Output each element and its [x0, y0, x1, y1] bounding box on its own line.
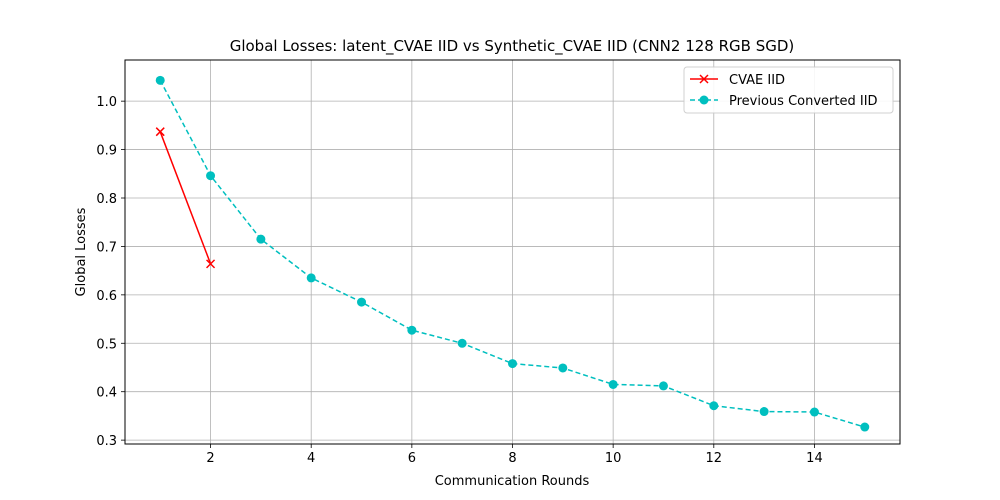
y-tick-label: 0.4	[96, 386, 117, 401]
grid	[125, 60, 900, 444]
x-tick-label: 12	[706, 451, 723, 466]
legend-marker-circle	[699, 95, 709, 105]
y-axis-label: Global Losses	[74, 207, 89, 296]
data-point-cvae-iid	[206, 259, 216, 269]
series-line-cvae-iid	[159, 131, 212, 265]
x-axis-label: Communication Rounds	[435, 474, 590, 489]
y-tick-label: 0.3	[96, 434, 117, 449]
x-tick-label: 14	[806, 451, 823, 466]
data-point-previous-converted-iid	[860, 422, 870, 432]
x-tick-label: 10	[605, 451, 622, 466]
legend-marker-x	[699, 74, 709, 84]
data-point-previous-converted-iid	[306, 273, 316, 283]
data-point-previous-converted-iid	[457, 338, 467, 348]
y-tick-label: 0.5	[96, 337, 117, 352]
legend: CVAE IID Previous Converted IID	[683, 66, 894, 114]
ticks: 2 4 6 8 10 12 14 0.3 0.4 0.5 0.6 0.7 0.8 0.9 1.0	[96, 95, 822, 466]
legend-label-cvae-iid: CVAE IID	[729, 73, 785, 88]
y-tick-label: 0.9	[96, 144, 117, 159]
data-point-previous-converted-iid	[357, 297, 367, 307]
chart-title: Global Losses: latent_CVAE IID vs Synthe…	[230, 37, 795, 56]
x-tick-label: 6	[408, 451, 416, 466]
y-tick-label: 1.0	[96, 95, 117, 110]
data-point-previous-converted-iid	[809, 407, 819, 417]
series-layer	[155, 75, 870, 432]
legend-label-previous-converted-iid: Previous Converted IID	[729, 94, 878, 109]
data-point-previous-converted-iid	[759, 407, 769, 417]
data-point-cvae-iid	[155, 127, 165, 137]
data-point-previous-converted-iid	[155, 75, 165, 85]
data-point-previous-converted-iid	[709, 401, 719, 411]
data-point-previous-converted-iid	[608, 379, 618, 389]
data-point-previous-converted-iid	[206, 171, 216, 181]
y-tick-label: 0.8	[96, 192, 117, 207]
legend-box	[683, 66, 894, 114]
x-tick-label: 8	[508, 451, 516, 466]
data-point-previous-converted-iid	[508, 359, 517, 369]
data-point-previous-converted-iid	[658, 381, 668, 391]
x-tick-label: 2	[206, 451, 214, 466]
data-point-previous-converted-iid	[558, 363, 568, 373]
y-tick-label: 0.6	[96, 289, 117, 304]
data-point-previous-converted-iid	[256, 234, 266, 244]
data-point-previous-converted-iid	[407, 325, 417, 335]
y-tick-label: 0.7	[96, 240, 117, 255]
x-tick-label: 4	[307, 451, 315, 466]
